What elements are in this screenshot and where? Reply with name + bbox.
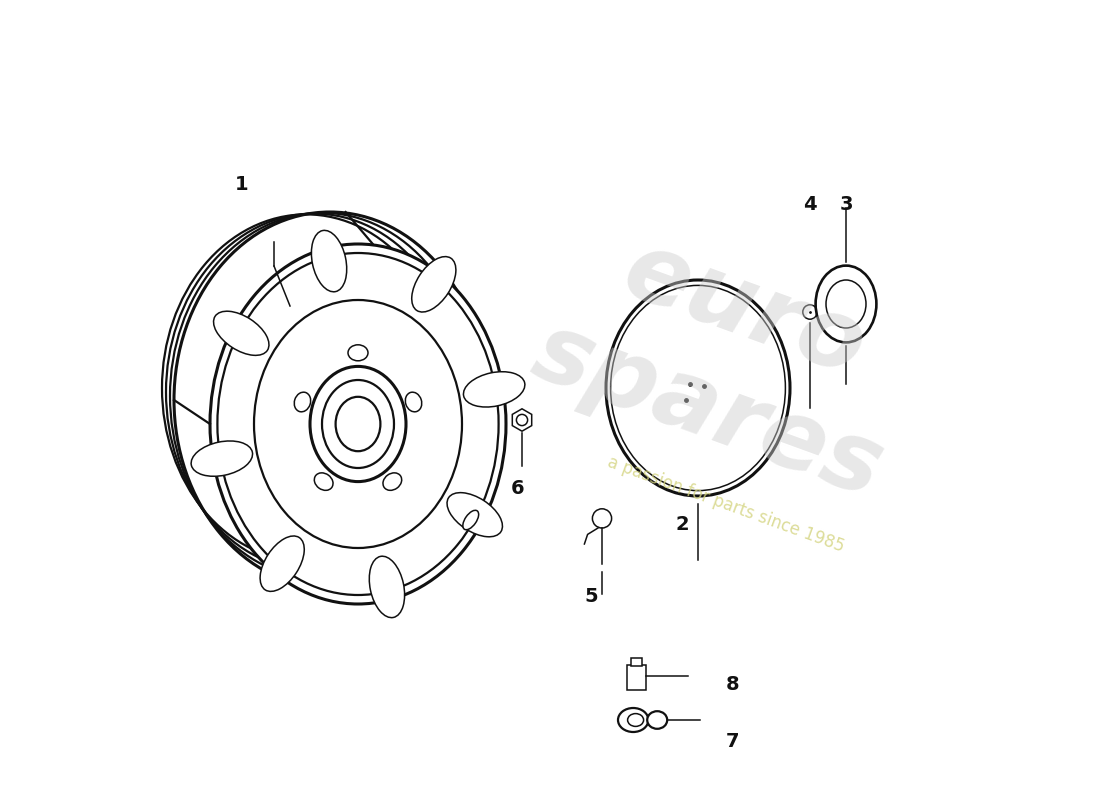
Ellipse shape xyxy=(315,473,333,490)
Text: 5: 5 xyxy=(585,586,598,606)
Ellipse shape xyxy=(191,441,253,476)
Ellipse shape xyxy=(815,266,877,342)
Text: 2: 2 xyxy=(675,514,689,534)
Ellipse shape xyxy=(213,311,270,355)
Bar xyxy=(630,658,642,666)
Ellipse shape xyxy=(606,280,790,496)
Text: 1: 1 xyxy=(235,174,249,194)
Ellipse shape xyxy=(618,708,648,732)
Text: 8: 8 xyxy=(726,674,739,694)
Ellipse shape xyxy=(405,392,421,412)
Ellipse shape xyxy=(348,345,369,361)
Bar xyxy=(627,665,646,690)
Ellipse shape xyxy=(411,257,455,312)
Ellipse shape xyxy=(336,397,381,451)
Ellipse shape xyxy=(447,493,503,537)
Text: 4: 4 xyxy=(803,194,817,214)
Text: 6: 6 xyxy=(512,478,525,498)
Ellipse shape xyxy=(311,230,346,292)
Text: euro
spares: euro spares xyxy=(520,203,932,517)
Ellipse shape xyxy=(370,556,405,618)
Ellipse shape xyxy=(260,536,305,591)
Text: 7: 7 xyxy=(726,732,739,751)
Ellipse shape xyxy=(294,392,310,412)
Ellipse shape xyxy=(463,372,525,407)
Polygon shape xyxy=(513,409,531,431)
Ellipse shape xyxy=(383,473,402,490)
Text: 3: 3 xyxy=(839,194,853,214)
Text: a passion for parts since 1985: a passion for parts since 1985 xyxy=(605,453,847,555)
Ellipse shape xyxy=(463,510,478,530)
Ellipse shape xyxy=(647,711,668,729)
Ellipse shape xyxy=(210,244,506,604)
